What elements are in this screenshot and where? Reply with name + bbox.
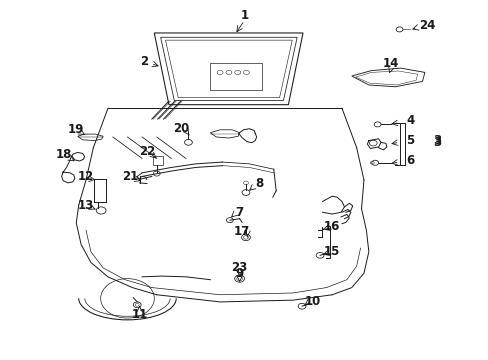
Text: 22: 22 — [139, 145, 155, 158]
Bar — [210, 63, 261, 90]
Text: 14: 14 — [382, 57, 398, 70]
Text: 24: 24 — [418, 19, 435, 32]
Text: 1: 1 — [240, 9, 248, 22]
Text: 19: 19 — [68, 123, 84, 136]
Text: 11: 11 — [131, 308, 147, 321]
Text: 23: 23 — [231, 261, 247, 274]
Text: 16: 16 — [324, 220, 340, 233]
Text: 18: 18 — [56, 148, 72, 161]
Text: 15: 15 — [324, 245, 340, 258]
Text: 17: 17 — [233, 225, 250, 238]
Text: 8: 8 — [254, 177, 263, 190]
Text: 7: 7 — [235, 206, 243, 219]
Text: 21: 21 — [122, 170, 138, 183]
Text: 3: 3 — [432, 136, 440, 149]
Text: 3: 3 — [432, 134, 440, 147]
Text: 9: 9 — [235, 267, 243, 280]
Text: 6: 6 — [406, 154, 413, 167]
Text: 20: 20 — [173, 122, 189, 135]
Text: 4: 4 — [406, 114, 413, 127]
Text: 10: 10 — [304, 296, 320, 309]
Text: 2: 2 — [140, 55, 148, 68]
Text: 13: 13 — [78, 199, 94, 212]
Bar — [153, 156, 162, 165]
Text: 5: 5 — [406, 134, 413, 147]
Text: 12: 12 — [78, 170, 94, 183]
